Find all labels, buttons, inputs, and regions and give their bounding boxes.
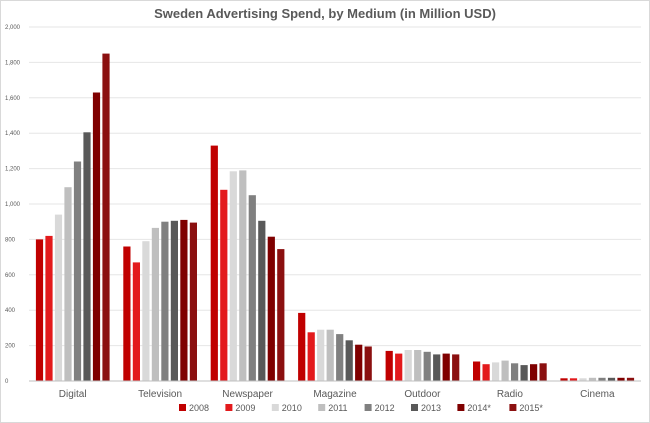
bar-digital-2009 [45,235,53,381]
bar-television-2009 [132,262,140,381]
y-tick-label: 400 [5,308,16,314]
bar-digital-2015e [102,53,110,381]
bar-outdoor-2008 [385,350,393,381]
x-tick-label: Cinema [580,389,615,400]
legend-swatch [271,404,279,411]
bar-cinema-2014e [617,377,625,381]
legend-label: 2012 [375,403,395,413]
legend-swatch [509,404,517,411]
x-tick-label: Outdoor [404,389,441,400]
y-tick-label: 0 [5,379,9,385]
bar-outdoor-2014e [442,353,450,381]
bar-television-2014e [180,219,188,381]
bar-newspaper-2008 [210,145,218,381]
bar-television-2008 [123,246,131,381]
bar-outdoor-2012 [423,351,431,381]
legend-swatch [411,404,418,411]
bar-radio-2015e [539,363,547,381]
bar-digital-2010 [54,214,63,381]
x-tick-label: Radio [497,389,524,400]
bar-television-2015e [189,222,197,381]
x-axis-ticks: Digital Television Newspaper Magazine Outdoo… [59,389,615,400]
legend-swatch [364,404,372,411]
bar-radio-2013 [520,365,528,381]
y-tick-label: 2,000 [5,25,21,31]
bar-radio-2010 [492,362,500,381]
legend-swatch [457,404,465,411]
x-tick-label: Digital [59,389,87,400]
bar-newspaper-2012 [248,195,256,381]
bar-cinema-2010 [579,378,587,381]
legend-label: 2013 [421,403,441,413]
legend-label: 2014* [467,403,491,413]
bar-digital-2014e [92,92,101,381]
bar-cinema-2013 [607,377,616,381]
bar-television-2012 [161,221,169,381]
bar-digital-2008 [35,239,44,381]
legend-label: 2011 [328,403,347,413]
y-tick-label: 1,800 [5,60,21,66]
bar-newspaper-2015e [277,249,285,381]
x-tick-label: Magazine [313,389,357,400]
bar-digital-2013 [83,132,91,381]
legend: 2008 2009 2010 2011 2012 2013 2014* 2015* [179,403,543,413]
legend-label: 2009 [235,403,255,413]
bar-cinema-2012 [598,377,606,381]
legend-label: 2008 [189,403,209,413]
legend-label: 2015* [519,403,543,413]
bar-outdoor-2015e [452,354,460,381]
y-tick-label: 200 [5,344,16,350]
bar-outdoor-2009 [395,353,403,381]
bar-television-2013 [170,220,178,381]
bar-outdoor-2010 [404,350,412,381]
bar-magazine-2011 [326,329,334,381]
legend-swatch [225,404,233,411]
bar-cinema-2015e [626,377,635,381]
bar-cinema-2011 [588,377,597,381]
bar-outdoor-2011 [414,350,422,381]
y-tick-label: 800 [5,237,16,243]
bar-radio-2012 [511,363,519,381]
bar-magazine-2012 [336,334,344,381]
legend-swatch [318,404,326,411]
legend-label: 2010 [282,403,302,413]
bar-digital-2011 [64,187,72,381]
bar-newspaper-2014e [267,236,275,381]
chart-title: Sweden Advertising Spend, by Medium (in … [154,6,496,21]
x-tick-label: Newspaper [222,389,273,400]
bar-radio-2011 [501,360,509,381]
gridlines [29,26,641,347]
bar-magazine-2008 [298,312,306,381]
bar-digital-2012 [73,161,82,381]
y-axis-ticks: 0 200 400 600 800 1,000 1,200 1,400 1,600 1,800 2,… [5,25,21,385]
bar-newspaper-2009 [220,189,228,381]
y-tick-label: 1,600 [5,96,21,102]
y-tick-label: 1,000 [5,202,21,208]
bar-television-2011 [151,227,159,381]
y-tick-label: 1,200 [5,167,21,173]
bar-television-2010 [142,241,150,381]
y-tick-label: 1,400 [5,131,21,137]
bar-magazine-2009 [307,332,315,381]
bar-newspaper-2011 [239,170,247,381]
bars [35,53,635,381]
bar-magazine-2015e [364,346,372,381]
bar-newspaper-2013 [258,220,266,381]
bar-radio-2009 [482,364,490,381]
bar-newspaper-2010 [229,171,237,381]
y-tick-label: 600 [5,273,16,279]
bar-cinema-2008 [560,378,568,381]
bar-radio-2008 [473,361,481,381]
bar-outdoor-2013 [433,354,441,381]
x-tick-label: Television [138,389,182,400]
bar-magazine-2014e [355,344,363,381]
bar-magazine-2013 [345,340,353,381]
bar-radio-2014e [530,364,538,381]
legend-swatch [179,404,186,411]
bar-magazine-2010 [317,329,325,381]
bar-cinema-2009 [569,378,578,381]
